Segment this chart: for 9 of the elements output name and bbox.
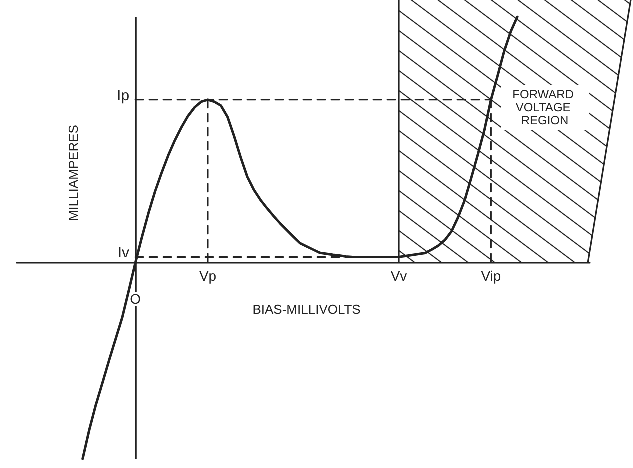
x-tick-label: Vip — [481, 268, 502, 284]
x-axis-title: BIAS-MILLIVOLTS — [252, 302, 362, 318]
x-tick-label: O — [130, 291, 142, 308]
x-tick-label: Vv — [390, 268, 408, 284]
x-tick-label: Vp — [199, 268, 217, 284]
annotation: FORWARD VOLTAGE REGION — [512, 88, 578, 128]
y-axis-title: MILLIAMPERES — [66, 124, 82, 222]
series-label: Ip — [117, 87, 130, 104]
series-label: Iv — [118, 244, 130, 262]
